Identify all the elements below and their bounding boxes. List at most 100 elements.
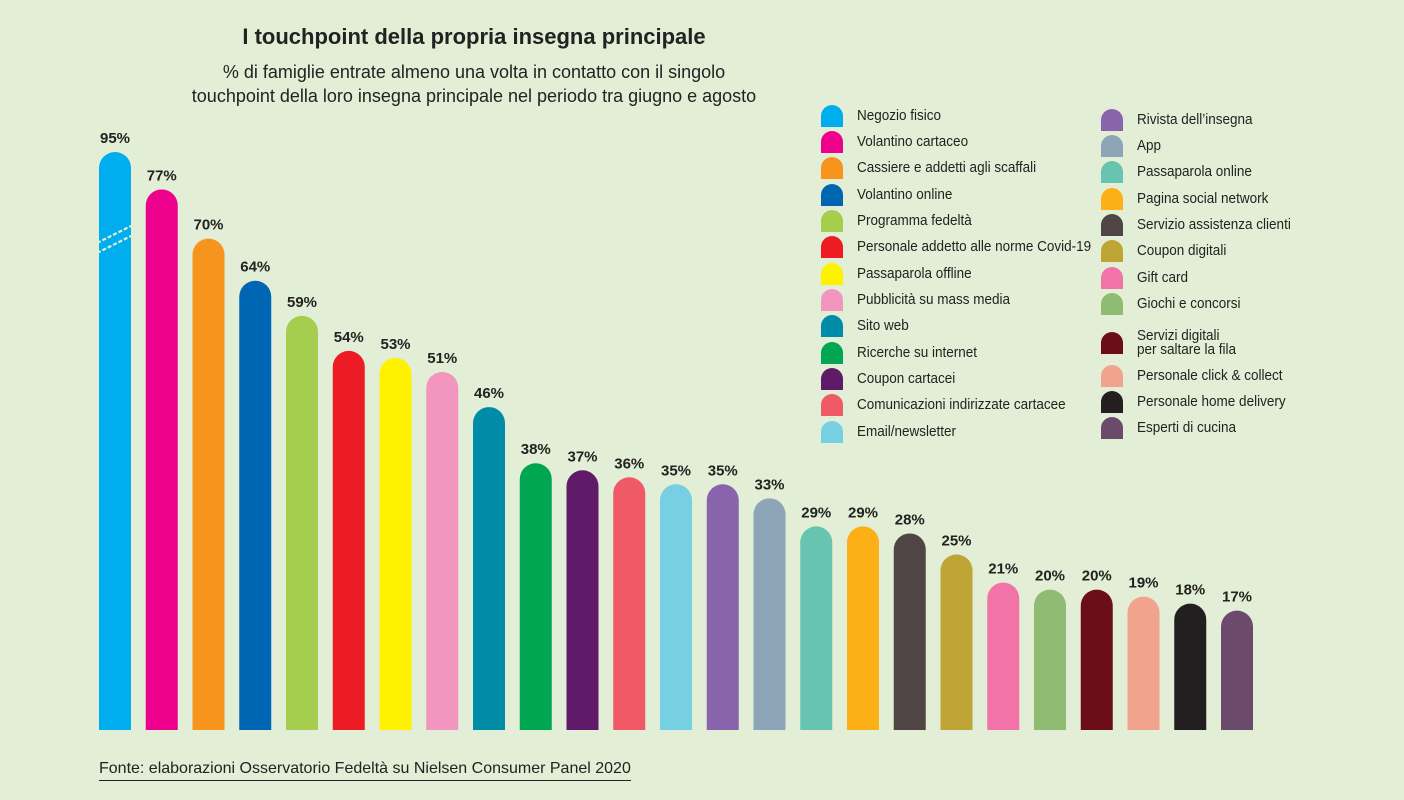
legend-swatch [1101,188,1123,210]
legend-label: Personale home delivery [1137,393,1286,410]
legend-swatch [821,236,843,258]
legend-item-left-13: Email/newsletter [821,421,967,443]
bar-value-label-21: 20% [1035,568,1065,585]
legend-swatch [821,105,843,127]
legend-swatch [1101,267,1123,289]
bar-value-label-8: 51% [427,350,457,367]
legend-swatch [821,342,843,364]
bar-value-label-20: 21% [988,561,1018,578]
legend-item-right-10: Personale click & collect [1101,365,1299,387]
legend-item-right-4: Pagina social network [1101,188,1283,210]
legend-item-left-7: Passaparola offline [821,263,984,285]
legend-label: Negozio fisico [857,107,942,124]
legend-swatch [1101,240,1123,262]
legend-item-left-2: Volantino cartaceo [821,131,980,153]
bar-value-label-14: 35% [708,462,738,479]
bar-16 [800,526,833,730]
bar-value-label-24: 18% [1175,582,1205,599]
legend-swatch [821,315,843,337]
legend-item-right-8: Giochi e concorsi [1101,293,1252,315]
bar-19 [940,554,973,730]
legend-item-left-12: Comunicazioni indirizzate cartacee [821,394,1089,416]
bar-10 [519,463,552,730]
bar-25 [1221,610,1253,730]
chart-subtitle: % di famiglie entrate almeno una volta i… [0,60,948,108]
legend-item-left-11: Coupon cartacei [821,368,966,390]
bar-18 [893,533,926,730]
bar-value-label-12: 36% [614,455,644,472]
legend-label: Volantino cartaceo [857,133,969,150]
legend-label: Giochi e concorsi [1137,295,1241,312]
bar-value-label-10: 38% [521,441,551,458]
legend-item-right-6: Coupon digitali [1101,240,1236,262]
legend-item-right-11: Personale home delivery [1101,391,1302,413]
legend-swatch [1101,161,1123,183]
legend-swatch [1101,293,1123,315]
legend-swatch [1101,391,1123,413]
bar-value-label-23: 19% [1128,575,1158,592]
legend-label: Email/newsletter [857,423,957,440]
bar-8 [426,371,459,730]
legend-swatch [821,421,843,443]
legend-label: Volantino online [857,186,953,203]
legend-swatch [821,131,843,153]
bar-21 [1034,589,1066,730]
chart-subtitle-line-2: touchpoint della loro insegna principale… [191,86,757,106]
legend-swatch [1101,135,1123,157]
legend-item-left-4: Volantino online [821,184,963,206]
bar-4 [239,280,272,730]
legend-swatch [1101,365,1123,387]
legend-label-line: Servizi digitali [1137,327,1220,344]
legend-item-right-2: App [1101,135,1164,157]
bar-value-label-16: 29% [801,504,831,521]
bar-value-label-15: 33% [754,476,784,493]
legend-swatch [1101,109,1123,131]
legend-swatch [1101,417,1123,439]
bar-value-label-22: 20% [1082,568,1112,585]
bar-value-label-5: 59% [287,294,317,311]
legend-label: Passaparola offline [857,265,972,282]
legend-swatch [821,210,843,232]
bar-17 [847,526,879,730]
legend-swatch [821,289,843,311]
bar-value-label-6: 54% [334,329,364,346]
legend-swatch [821,184,843,206]
legend-item-right-12: Esperti di cucina [1101,417,1247,439]
legend-swatch [1101,332,1123,354]
bar-1 [99,152,131,730]
legend-item-right-7: Gift card [1101,267,1194,289]
legend-item-right-1: Rivista dell’insegna [1101,109,1265,131]
legend-item-right-5: Servizio assistenza clienti [1101,214,1308,236]
chart-subtitle-line-1: % di famiglie entrate almeno una volta i… [222,62,726,82]
bar-value-label-17: 29% [848,504,878,521]
bar-value-label-13: 35% [661,462,691,479]
axis-break-mark [96,224,134,254]
source-note: Fonte: elaborazioni Osservatorio Fedeltà… [99,760,631,781]
legend-label: Pagina social network [1137,190,1269,207]
bar-3 [192,238,225,730]
legend-item-left-1: Negozio fisico [821,105,950,127]
legend-label: Servizio assistenza clienti [1137,216,1291,233]
legend-label: Ricerche su internet [857,344,978,361]
legend-label: Coupon digitali [1137,242,1227,259]
legend-swatch [821,394,843,416]
legend-label: Rivista dell’insegna [1137,111,1253,128]
bar-12 [613,477,646,730]
bar-value-label-1: 95% [100,130,130,147]
bar-23 [1127,596,1160,730]
legend-label: Servizi digitali per saltare la fila [1137,327,1236,357]
bar-value-label-2: 77% [147,167,177,184]
bar-value-label-7: 53% [380,336,410,353]
legend-label: Cassiere e addetti agli scaffali [857,159,1037,176]
legend-item-left-9: Sito web [821,315,915,337]
legend-label: Pubblicità su mass media [857,291,1011,308]
legend-label: Esperti di cucina [1137,419,1237,436]
legend-swatch [821,368,843,390]
legend-item-left-10: Ricerche su internet [821,342,990,364]
bar-value-label-9: 46% [474,385,504,402]
bar-11 [566,470,599,730]
chart-title: I touchpoint della propria insegna princ… [242,24,706,49]
legend-label: Sito web [857,317,909,334]
legend-swatch [821,157,843,179]
legend-item-left-5: Programma fedeltà [821,210,985,232]
